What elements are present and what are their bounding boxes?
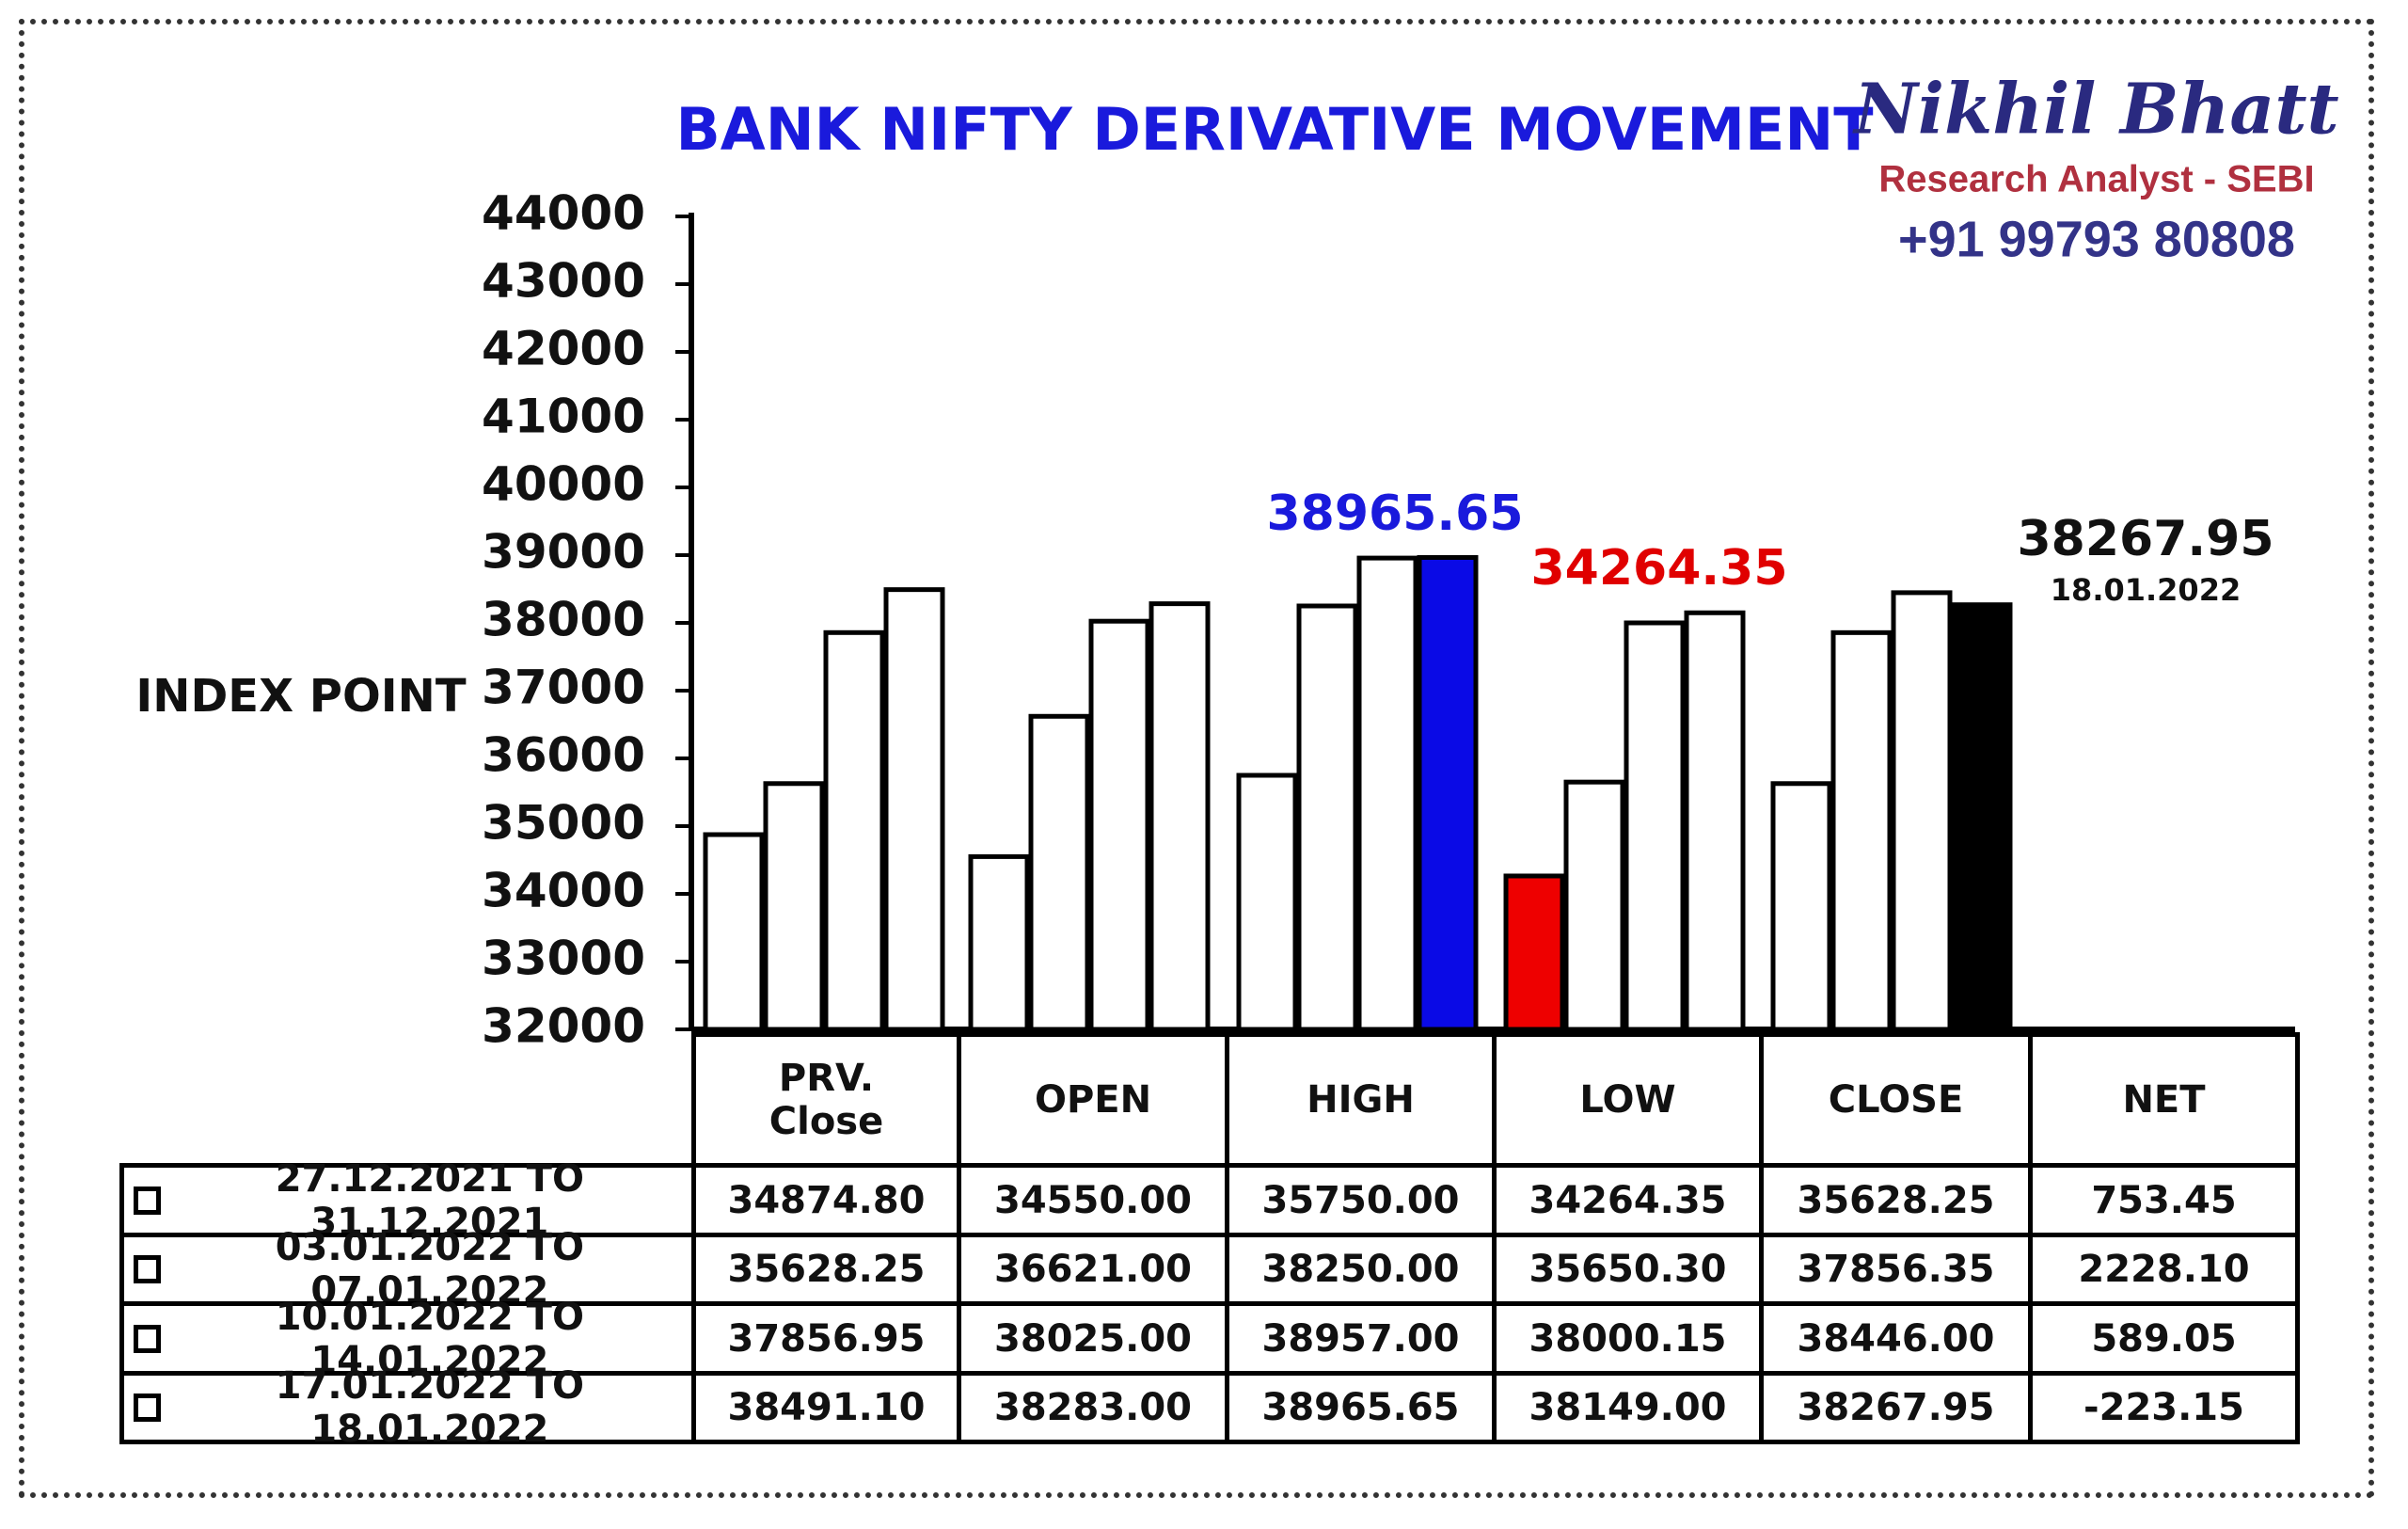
column-header: HIGH [1225, 1032, 1497, 1168]
bar [883, 587, 945, 1032]
table-value: 38250.00 [1225, 1233, 1497, 1306]
bar [823, 629, 885, 1032]
y-axis-label: INDEX POINT [135, 670, 466, 723]
bar [968, 853, 1030, 1032]
brand-name: Nikhil Bhatt [1852, 70, 2338, 151]
annotation: 18.01.2022 [2051, 572, 2241, 608]
table-value: 37856.35 [1759, 1233, 2033, 1306]
bar [1684, 610, 1746, 1032]
annotation: 38965.65 [1266, 486, 1523, 542]
table-value: 38965.65 [1225, 1371, 1497, 1444]
brand-phone: +91 99793 80808 [1898, 211, 2295, 267]
y-tick-label: 35000 [482, 796, 645, 851]
y-tick-label: 34000 [482, 864, 645, 918]
bar [1563, 779, 1625, 1032]
legend-swatch [134, 1324, 161, 1353]
table-value: 38149.00 [1492, 1371, 1764, 1444]
column-header: PRV. Close [691, 1032, 961, 1168]
table-value: 38000.15 [1492, 1301, 1764, 1376]
legend-swatch [134, 1255, 161, 1283]
table-value: 753.45 [2028, 1163, 2300, 1237]
bar [1356, 555, 1418, 1032]
row-label: 17.01.2022 TO 18.01.2022 [119, 1364, 696, 1451]
bar [763, 781, 825, 1032]
legend-swatch [134, 1394, 161, 1422]
legend-swatch [134, 1186, 161, 1215]
y-tick-label: 36000 [482, 728, 645, 783]
y-tick-label: 40000 [482, 457, 645, 512]
column-header: LOW [1492, 1032, 1764, 1168]
table-value: 37856.95 [691, 1301, 961, 1376]
table-value: 38283.00 [957, 1371, 1229, 1444]
column-header: OPEN [957, 1032, 1229, 1168]
bar [1417, 554, 1479, 1032]
bar [1624, 620, 1686, 1032]
y-tick-label: 32000 [482, 999, 645, 1054]
table-value: 36621.00 [957, 1233, 1229, 1306]
y-tick-label: 37000 [482, 661, 645, 715]
bar [1951, 602, 2013, 1032]
table-value: 2228.10 [2028, 1233, 2300, 1306]
table-value: 38491.10 [691, 1371, 961, 1444]
table-value: 38025.00 [957, 1301, 1229, 1376]
table-value: 35628.25 [1759, 1163, 2033, 1237]
table-value: 34264.35 [1492, 1163, 1764, 1237]
table-value: -223.15 [2028, 1371, 2300, 1444]
y-tick-label: 44000 [482, 186, 645, 241]
bar [1149, 601, 1211, 1032]
y-tick-label: 33000 [482, 932, 645, 986]
annotation: 38267.95 [2017, 511, 2273, 567]
column-header: NET [2028, 1032, 2300, 1168]
table-value: 35628.25 [691, 1233, 961, 1306]
y-tick-label: 39000 [482, 525, 645, 580]
y-tick-label: 41000 [482, 390, 645, 444]
frame [19, 19, 2374, 1498]
bar [1503, 873, 1565, 1032]
y-tick-label: 38000 [482, 593, 645, 647]
y-tick-label: 43000 [482, 254, 645, 309]
bar [1236, 772, 1298, 1032]
bar [1088, 618, 1150, 1032]
chart-title: BANK NIFTY DERIVATIVE MOVEMENT [676, 95, 1874, 164]
table-value: 38957.00 [1225, 1301, 1497, 1376]
bar [1296, 603, 1358, 1032]
table-value: 589.05 [2028, 1301, 2300, 1376]
bar [703, 832, 765, 1032]
bar [1830, 629, 1893, 1032]
bar [1891, 590, 1953, 1032]
table-value: 35650.30 [1492, 1233, 1764, 1306]
bar [1770, 781, 1832, 1032]
table-value: 38267.95 [1759, 1371, 2033, 1444]
annotation: 34264.35 [1530, 540, 1787, 597]
table-value: 34874.80 [691, 1163, 961, 1237]
y-tick-label: 42000 [482, 322, 645, 376]
table-value: 34550.00 [957, 1163, 1229, 1237]
column-header: CLOSE [1759, 1032, 2033, 1168]
table-value: 38446.00 [1759, 1301, 2033, 1376]
bar [1028, 713, 1090, 1032]
brand-role: Research Analyst - SEBI [1878, 159, 2314, 200]
legend-label: 17.01.2022 TO 18.01.2022 [275, 1364, 584, 1451]
table-value: 35750.00 [1225, 1163, 1497, 1237]
